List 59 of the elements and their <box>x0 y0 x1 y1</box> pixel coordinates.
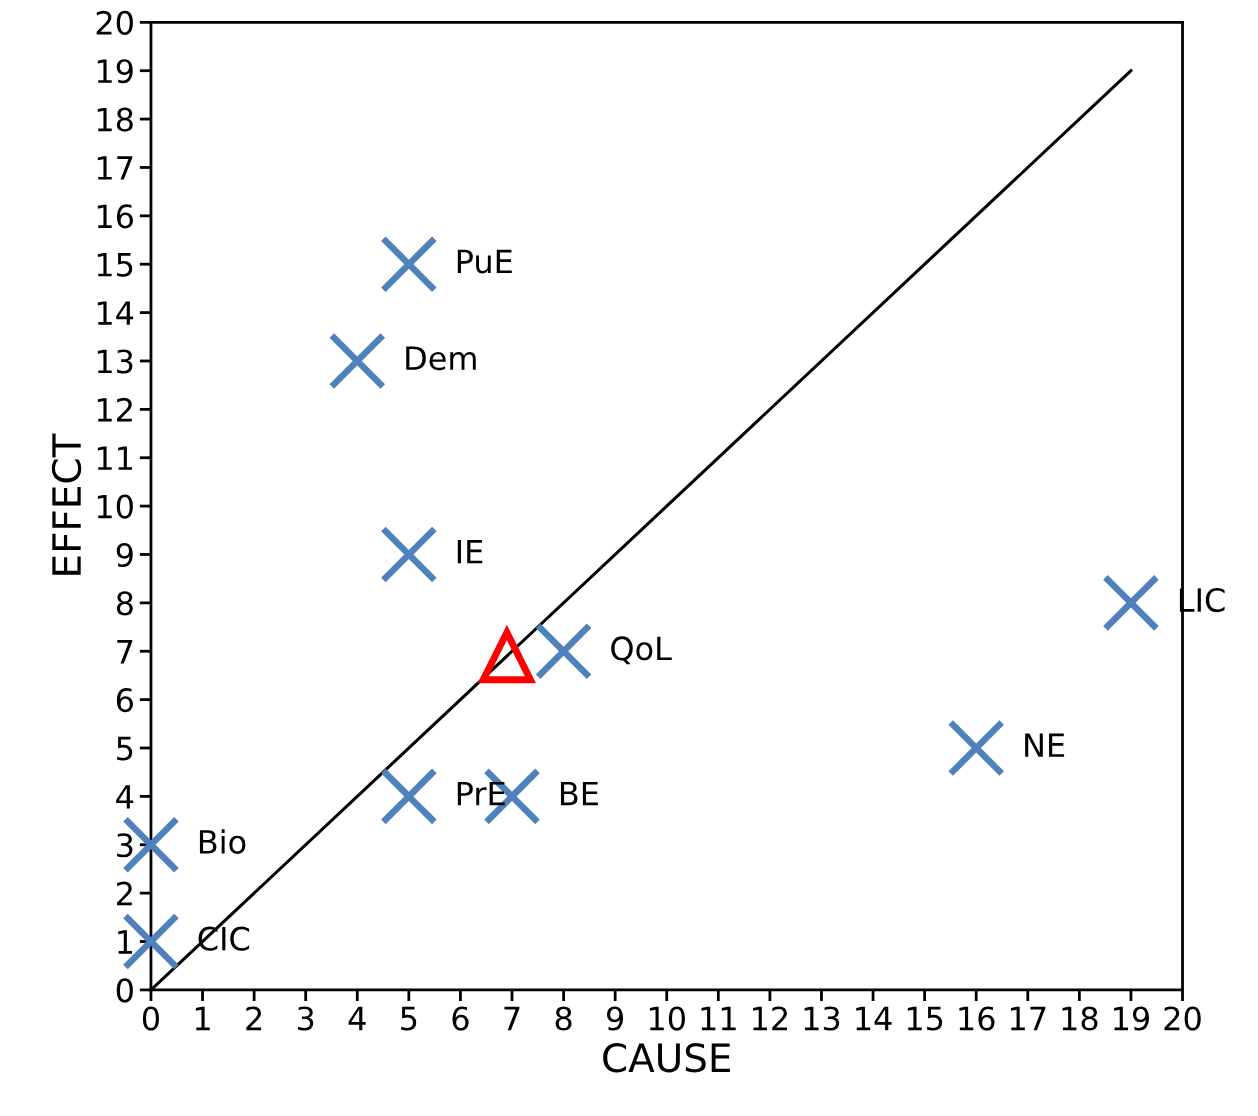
y-tick-label: 17 <box>97 156 133 180</box>
y-tick-label: 6 <box>116 688 133 713</box>
x-tick-label: 2 <box>246 1006 262 1031</box>
y-tick-label: 9 <box>116 542 133 568</box>
annotation: QoL <box>611 636 672 665</box>
annotation: IE <box>457 540 483 564</box>
x-tick-label: 8 <box>555 1006 572 1031</box>
x-tick-label: 15 <box>907 1006 943 1031</box>
y-tick-label: 4 <box>116 785 134 809</box>
x-tick-label: 16 <box>959 1006 995 1031</box>
x-tick-label: 14 <box>856 1006 892 1031</box>
x-tick-label: 6 <box>452 1006 469 1031</box>
y-tick-label: 16 <box>97 204 133 229</box>
y-tick-label: 0 <box>116 978 133 1003</box>
annotation: PuE <box>457 249 512 274</box>
point <box>535 623 592 680</box>
y-tick-label: 10 <box>97 494 133 519</box>
x-tick-label: 7 <box>504 1006 520 1031</box>
point <box>381 236 437 292</box>
y-axis-title: EFFECT <box>51 433 82 575</box>
y-tick-label: 7 <box>117 640 133 664</box>
x-tick-label: 17 <box>1010 1006 1046 1031</box>
annotation: Bio <box>199 829 246 855</box>
annotation: Dem <box>406 346 476 371</box>
annotation: PrE <box>457 781 505 806</box>
x-tick-label: 12 <box>753 1006 788 1031</box>
annotation: BE <box>560 781 598 806</box>
x-tick-label: 13 <box>804 1006 840 1031</box>
y-tick-label: 8 <box>116 591 133 616</box>
y-tick-label: 19 <box>97 59 133 84</box>
y-tick-label: 20 <box>96 10 133 35</box>
y-tick-label: 5 <box>117 736 133 761</box>
y-tick-label: 11 <box>97 446 133 470</box>
y-tick-label: 12 <box>97 397 132 422</box>
annotation: NE <box>1025 733 1065 757</box>
x-tick-label: 1 <box>195 1006 210 1031</box>
point <box>381 526 437 583</box>
x-tick-label: 10 <box>649 1006 685 1031</box>
y-tick-label: 15 <box>97 253 133 277</box>
y-tick-label: 2 <box>117 881 132 906</box>
x-tick-label: 9 <box>607 1006 624 1031</box>
x-axis-title: CAUSE <box>603 1043 730 1073</box>
y-tick-label: 14 <box>97 301 134 325</box>
y-tick-label: 3 <box>117 833 133 858</box>
y-tick-label: 18 <box>97 107 133 132</box>
x-tick-label: 20 <box>1164 1006 1201 1031</box>
y-tick-label: 13 <box>97 349 133 374</box>
x-tick-label: 4 <box>348 1006 366 1031</box>
x-tick-label: 11 <box>701 1006 736 1031</box>
point <box>1103 575 1159 631</box>
x-tick-label: 3 <box>297 1006 314 1031</box>
x-tick-label: 19 <box>1114 1006 1150 1031</box>
point <box>948 720 1004 776</box>
point <box>381 768 437 825</box>
point <box>329 333 386 389</box>
x-tick-label: 5 <box>401 1006 417 1031</box>
x-tick-label: 18 <box>1062 1006 1098 1031</box>
x-tick-label: 0 <box>142 1006 159 1031</box>
y-tick-label: 1 <box>118 930 133 954</box>
